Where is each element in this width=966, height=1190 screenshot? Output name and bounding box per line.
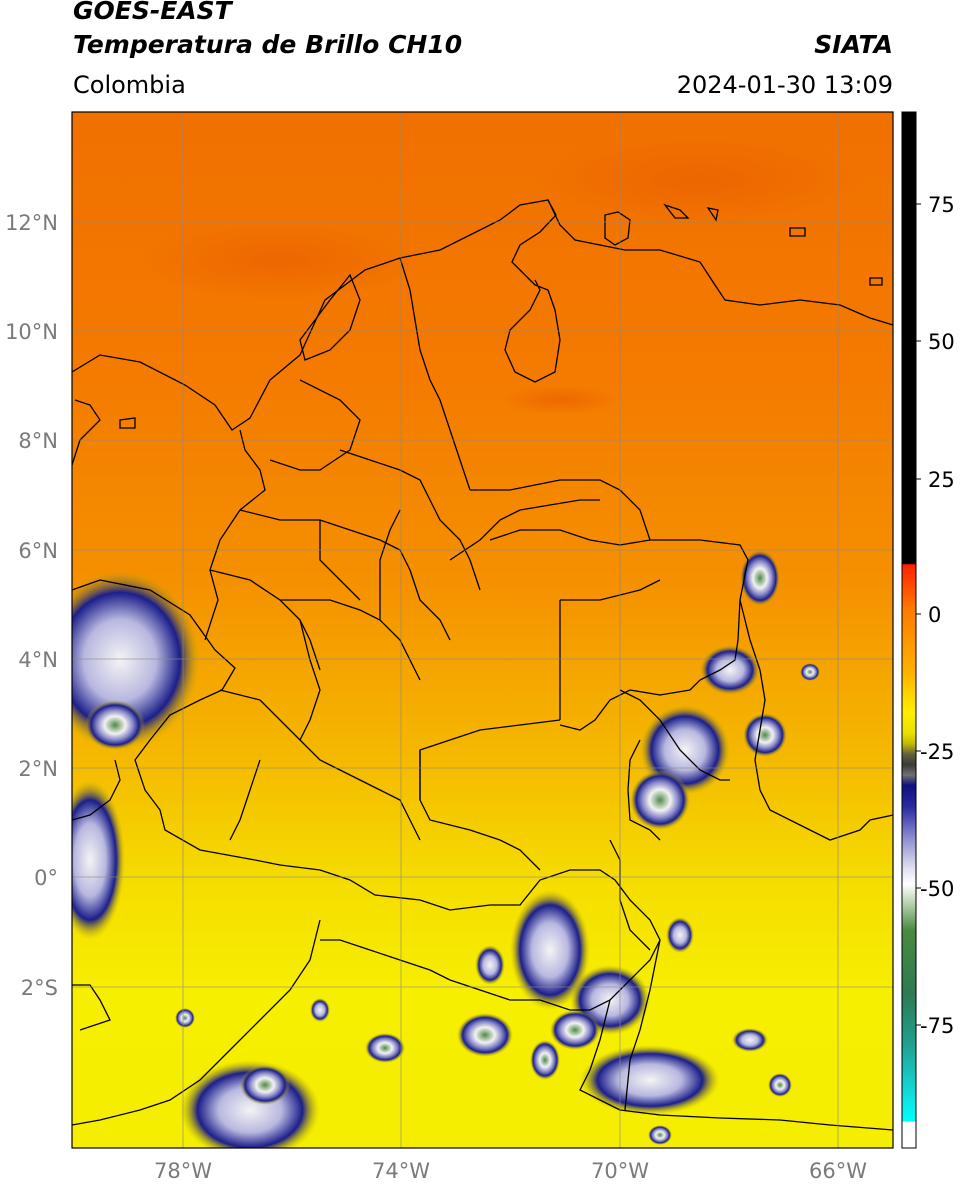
cbar-label-minus50: -50 xyxy=(920,877,954,901)
cbar-label-50: 50 xyxy=(928,330,955,354)
lat-label-10n: 10°N xyxy=(5,320,58,344)
colorbar-labels: 75 50 25 0 -25 -50 -75 xyxy=(920,193,955,1038)
cbar-label-25: 25 xyxy=(928,468,955,492)
cbar-label-75: 75 xyxy=(928,193,955,217)
cbar-label-minus25: -25 xyxy=(920,740,954,764)
lat-label-8n: 8°N xyxy=(18,429,58,453)
title-product: Temperatura de Brillo CH10 xyxy=(73,30,463,59)
lon-label-78w: 78°W xyxy=(154,1159,212,1183)
lat-label-0: 0° xyxy=(34,866,58,890)
cbar-label-minus75: -75 xyxy=(920,1014,954,1038)
lat-label-12n: 12°N xyxy=(5,211,58,235)
datetime-label: 2024-01-30 13:09 xyxy=(676,71,893,99)
lat-label-6n: 6°N xyxy=(18,539,58,563)
lon-label-66w: 66°W xyxy=(809,1159,867,1183)
title-satellite: GOES-EAST xyxy=(73,0,232,25)
latitude-labels: 12°N 10°N 8°N 6°N 4°N 2°N 0° 2°S xyxy=(5,211,58,1000)
lat-label-2s: 2°S xyxy=(21,976,58,1000)
region-label: Colombia xyxy=(73,71,186,99)
longitude-labels: 78°W 74°W 70°W 66°W xyxy=(154,1159,867,1183)
colorbar-ticks xyxy=(916,203,921,1026)
source-label: SIATA xyxy=(814,30,893,59)
graticule xyxy=(72,112,893,1148)
colorbar xyxy=(901,111,917,1149)
cloud-clusters xyxy=(72,550,820,1148)
lon-label-70w: 70°W xyxy=(591,1159,649,1183)
lat-label-2n: 2°N xyxy=(18,757,58,781)
lat-label-4n: 4°N xyxy=(18,648,58,672)
cbar-label-0: 0 xyxy=(928,603,941,627)
map-frame xyxy=(71,111,894,1149)
lon-label-74w: 74°W xyxy=(372,1159,430,1183)
